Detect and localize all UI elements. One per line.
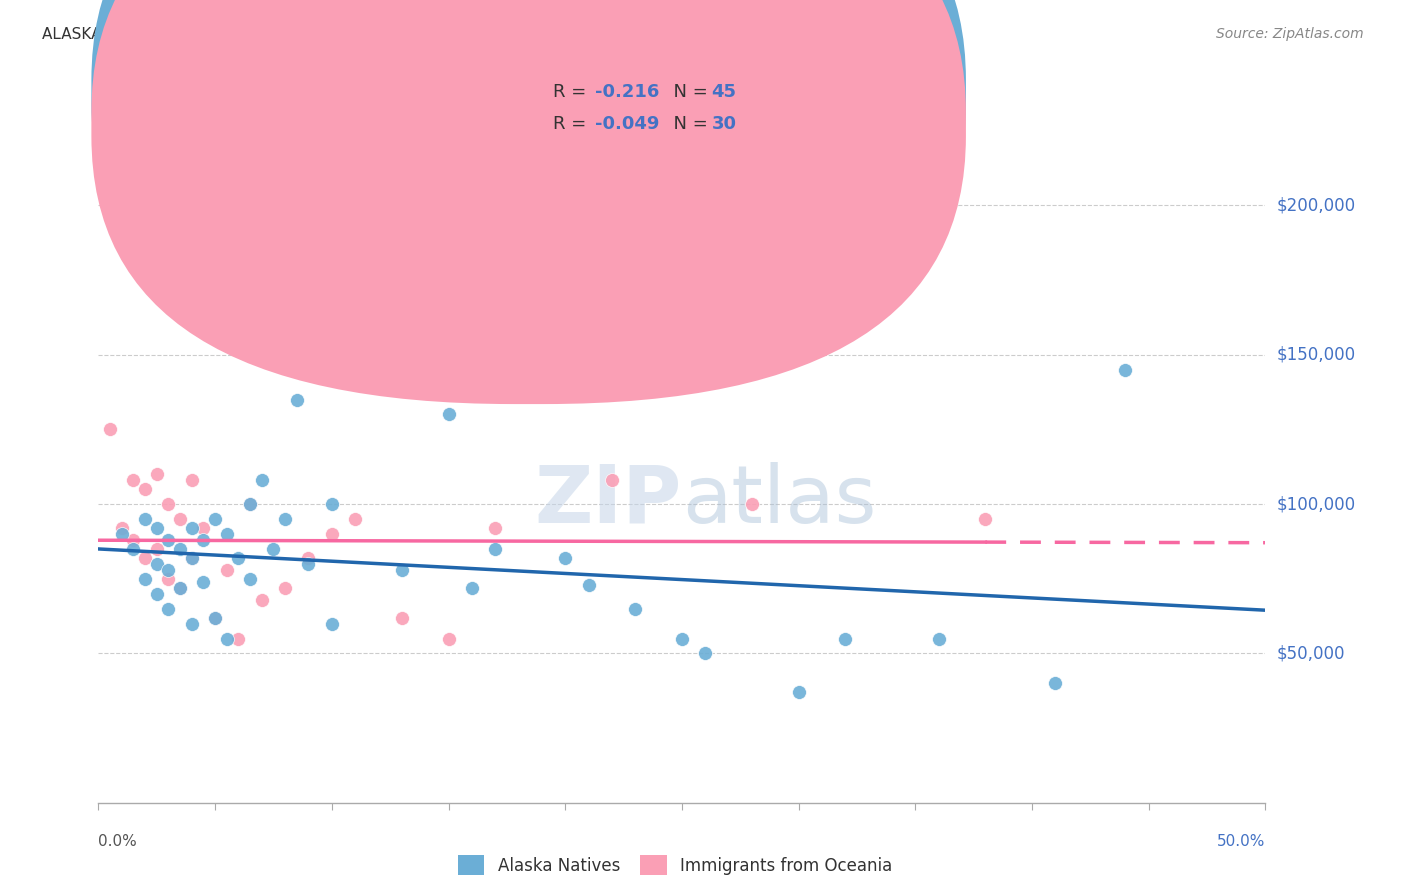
Point [146,587,169,601]
Point [134,550,156,565]
Point [157,497,180,511]
Point [215,563,238,577]
Point [169,512,191,526]
Point [204,512,226,526]
Point [122,473,145,487]
Point [180,550,202,565]
Point [741,497,763,511]
Point [695,647,717,661]
Point [122,541,145,556]
Point [204,610,226,624]
Point [262,541,284,556]
Point [193,521,215,535]
Point [134,572,156,586]
Point [134,482,156,496]
Point [624,601,647,615]
Point [344,512,367,526]
Point [484,541,506,556]
Text: 50.0%: 50.0% [1218,834,1265,849]
Point [157,533,180,547]
Point [215,632,238,646]
Point [391,563,413,577]
Text: N =: N = [662,115,714,133]
Point [297,550,319,565]
Point [297,557,319,571]
Point [180,521,202,535]
Point [228,632,250,646]
Point [193,533,215,547]
Point [180,550,202,565]
Point [98,422,121,436]
Point [180,616,202,631]
Text: 30: 30 [711,115,737,133]
Text: -0.216: -0.216 [595,83,659,101]
Point [111,521,134,535]
Point [578,578,600,592]
Point [239,572,262,586]
Point [146,521,169,535]
Point [228,550,250,565]
Point [787,685,810,699]
Point [671,632,693,646]
Point [1114,362,1136,376]
Point [239,497,262,511]
Text: $100,000: $100,000 [1277,495,1355,513]
Text: ALASKA NATIVE VS IMMIGRANTS FROM OCEANIA HOUSEHOLDER INCOME AGES 25 - 44 YEARS C: ALASKA NATIVE VS IMMIGRANTS FROM OCEANIA… [42,27,931,42]
Point [122,533,145,547]
Point [180,473,202,487]
Text: N =: N = [662,83,714,101]
Point [834,632,856,646]
Point [484,521,506,535]
Point [974,512,997,526]
Text: $150,000: $150,000 [1277,346,1355,364]
Point [169,581,191,595]
Text: 45: 45 [711,83,737,101]
Point [204,610,226,624]
Point [169,581,191,595]
Point [274,581,297,595]
Point [600,473,623,487]
Point [437,632,460,646]
Point [554,550,576,565]
Point [437,408,460,422]
Point [321,527,343,541]
Point [250,473,273,487]
Point [193,574,215,589]
Point [157,572,180,586]
Point [250,592,273,607]
Point [321,616,343,631]
Point [146,467,169,482]
Point [215,527,238,541]
Text: R =: R = [553,115,592,133]
Point [239,497,262,511]
Point [274,512,297,526]
Text: $200,000: $200,000 [1277,196,1355,214]
Text: Source: ZipAtlas.com: Source: ZipAtlas.com [1216,27,1364,41]
Point [157,601,180,615]
Point [285,392,308,407]
Text: -0.049: -0.049 [595,115,659,133]
Text: atlas: atlas [682,462,876,540]
Point [321,497,343,511]
Text: 0.0%: 0.0% [98,834,138,849]
Point [146,557,169,571]
Point [146,541,169,556]
Point [1045,676,1067,690]
Text: ZIP: ZIP [534,462,682,540]
Point [391,610,413,624]
Point [169,541,191,556]
Point [461,581,484,595]
Legend: Alaska Natives, Immigrants from Oceania: Alaska Natives, Immigrants from Oceania [457,855,893,875]
Point [111,527,134,541]
Point [928,632,950,646]
Point [157,563,180,577]
Point [134,512,156,526]
Text: $50,000: $50,000 [1277,644,1346,663]
Text: R =: R = [553,83,592,101]
